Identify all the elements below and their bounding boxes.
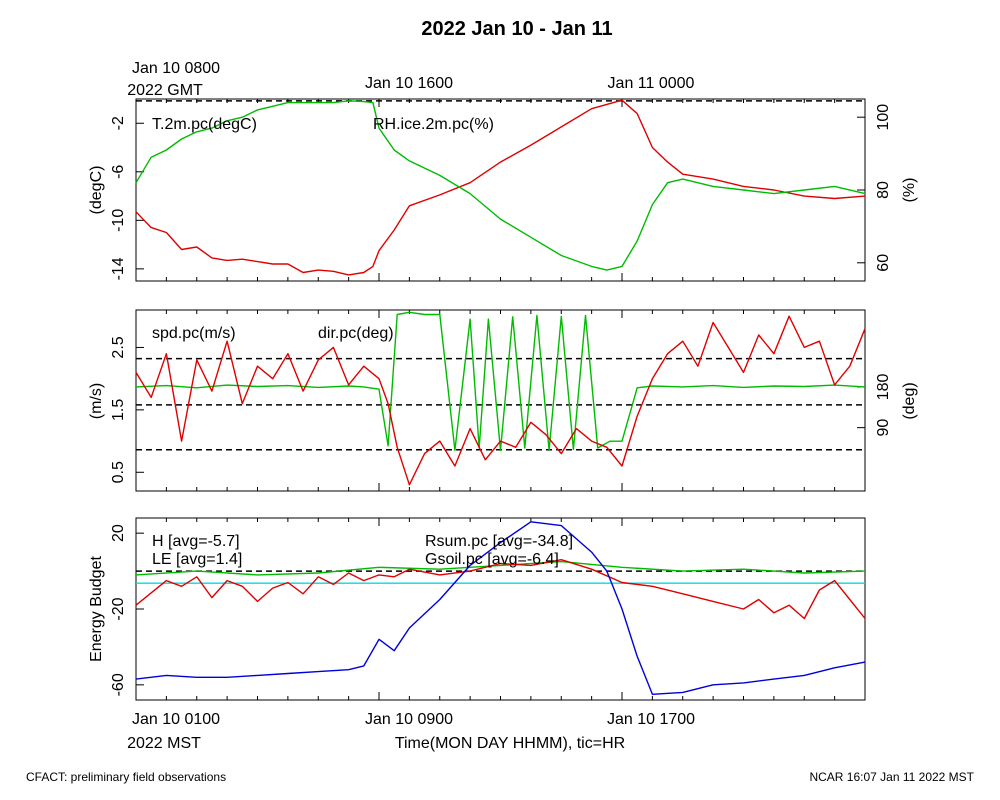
series-dir [135,311,866,451]
legend-dir: dir.pc(deg) [318,325,394,342]
legend-gsoil: Gsoil.pc [avg=-6.4] [425,551,559,568]
y-tick-label-left: 1.5 [110,399,127,421]
legend-le: LE [avg=1.4] [152,551,242,568]
footer-left: CFACT: preliminary field observations [26,770,226,784]
top-axis-label-first-line1: Jan 10 0800 [132,60,220,77]
panel-3-ylabel-left: Energy Budget [88,556,105,662]
series-rh [135,100,866,271]
panel-1-ticks: -14 -10 -6 -2 60 80 100 [110,99,892,281]
y-tick-label-right: 90 [875,419,892,437]
panel-1-ylabel-right: (%) [901,178,918,203]
bottom-axis-label-last: Jan 10 1700 [607,711,695,728]
panel-3-ticks: -60 -20 20 [110,518,866,700]
top-axis-label-last: Jan 11 0000 [608,75,695,92]
legend-spd: spd.pc(m/s) [152,325,236,342]
footer-right: NCAR 16:07 Jan 11 2022 MST [809,770,974,784]
series-t2m [135,99,866,276]
top-axis-label-first-line2: 2022 GMT [127,82,203,99]
bottom-axis-label-mid: Jan 10 0900 [365,711,453,728]
y-tick-label-right: 60 [875,254,892,272]
series-spd [135,315,866,486]
panel-1-ylabel-left: (degC) [88,166,105,215]
panel-2-ylabel-left: (m/s) [88,383,105,419]
x-axis-title: Time(MON DAY HHMM), tic=HR [395,735,625,752]
series-le [135,560,866,576]
panel-2-frame [135,309,866,492]
legend-h: H [avg=-5.7] [152,533,240,550]
bottom-axis-label-first-line1: Jan 10 0100 [132,711,220,728]
y-tick-label-left: 2.5 [110,336,127,358]
y-tick-label-left: -2 [110,116,127,130]
bottom-axis-label-first-line2: 2022 MST [127,735,201,752]
legend-t2m: T.2m.pc(degC) [152,116,257,133]
y-tick-label-left: 20 [110,524,127,542]
panel-2-ylabel-right: (deg) [901,382,918,419]
series-h [135,559,866,620]
y-tick-label-left: -60 [110,673,127,696]
reference-lines [136,100,865,572]
y-tick-label-left: -10 [110,209,127,232]
y-tick-label-right: 100 [875,104,892,131]
y-tick-label-left: -14 [110,257,127,280]
series-lines [135,99,866,695]
top-axis-label-mid: Jan 10 1600 [365,75,453,92]
y-tick-label-right: 80 [875,181,892,199]
y-tick-label-left: 0.5 [110,461,127,483]
chart-title: 2022 Jan 10 - Jan 11 [421,18,612,40]
y-tick-label-right: 180 [875,373,892,400]
y-tick-label-left: -6 [110,165,127,179]
series-rsum [135,521,866,695]
legend-rsum: Rsum.pc [avg=-34.8] [425,533,573,550]
y-tick-label-left: -20 [110,597,127,620]
panel-2-ticks: 0.5 1.5 2.5 90 180 [110,310,892,491]
legend-rh: RH.ice.2m.pc(%) [373,116,494,133]
